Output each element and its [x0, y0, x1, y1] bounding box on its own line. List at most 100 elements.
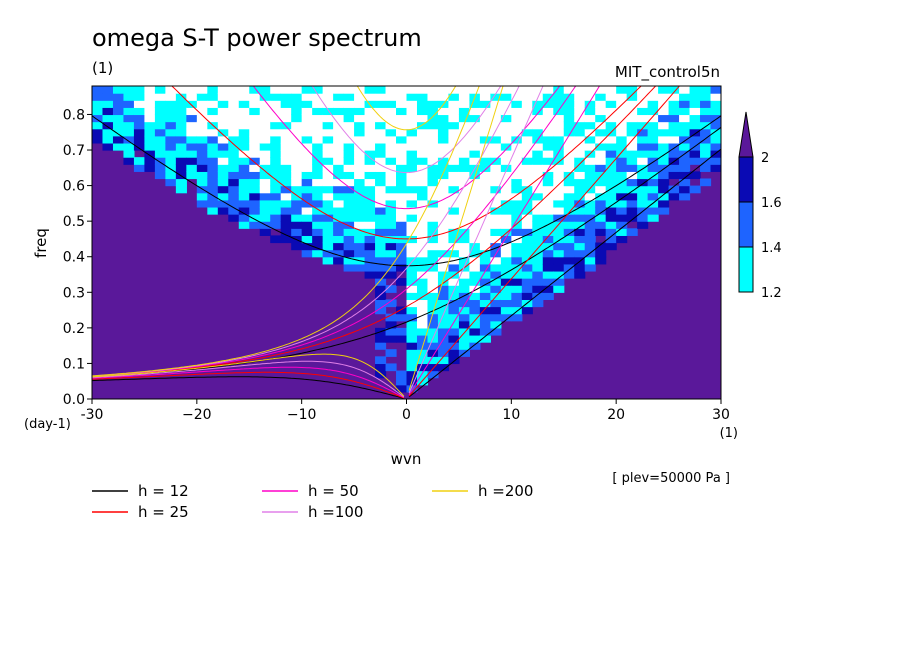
power-cell [259, 135, 271, 144]
power-cell [375, 100, 387, 108]
power-cell [364, 178, 376, 187]
power-cell [637, 214, 649, 222]
power-cell [427, 256, 439, 265]
power-cell [364, 150, 376, 158]
power-cell [532, 86, 544, 94]
power-cell [312, 214, 324, 222]
power-cell [354, 178, 366, 187]
power-cell [553, 171, 565, 180]
power-cell [249, 185, 261, 194]
mrg-curve [92, 86, 577, 377]
power-cell [343, 93, 355, 101]
power-cell [605, 157, 617, 165]
power-cell [626, 150, 638, 158]
power-cell [448, 278, 460, 286]
power-cell [500, 235, 512, 244]
power-cell [448, 292, 460, 301]
power-cell [469, 242, 481, 251]
power-cell [175, 107, 187, 116]
power-cell [322, 256, 334, 265]
power-cell [406, 221, 418, 229]
power-cell [626, 86, 638, 94]
power-cell [490, 306, 502, 315]
power-cell [500, 86, 512, 94]
power-cell [112, 107, 125, 116]
power-cell [647, 178, 659, 187]
power-cell [291, 86, 303, 94]
run-name: MIT_control5n [615, 63, 720, 82]
power-cell [228, 214, 240, 222]
power-cell [259, 178, 271, 187]
power-cell [710, 135, 721, 144]
power-cell [396, 242, 408, 251]
power-cell [416, 285, 429, 293]
power-cell [112, 93, 125, 101]
power-cell [427, 214, 439, 222]
power-cell [584, 86, 596, 94]
power-cell [196, 100, 208, 108]
power-cell [490, 206, 502, 215]
power-cell [343, 214, 355, 222]
power-cell [437, 157, 450, 165]
power-cell [343, 221, 355, 229]
power-cell [479, 114, 491, 123]
power-cell [448, 192, 460, 201]
power-cell [616, 171, 628, 180]
power-cell [343, 256, 355, 265]
power-cell [186, 171, 198, 180]
power-cell [479, 270, 491, 279]
power-cell [605, 228, 617, 236]
power-cell [500, 164, 512, 172]
power-cell [521, 107, 533, 116]
power-cell [249, 214, 261, 222]
power-cell [270, 86, 282, 94]
power-cell [637, 86, 649, 94]
power-cell [92, 114, 104, 123]
power-cell [448, 327, 460, 336]
power-cell [385, 270, 397, 279]
power-cell [563, 214, 575, 222]
power-cell [458, 164, 470, 172]
kelvin-curve [408, 86, 601, 395]
power-cell [406, 370, 418, 379]
power-cell [542, 199, 554, 208]
power-cell [322, 221, 334, 229]
power-cell [500, 199, 512, 208]
power-cell [448, 270, 460, 279]
power-cell [700, 107, 712, 116]
power-cell [291, 185, 303, 194]
power-cell [542, 292, 554, 301]
x-tick-label: 10 [502, 407, 520, 423]
power-cell [123, 150, 135, 158]
power-cell [333, 121, 345, 130]
power-cell [679, 135, 691, 144]
ig-curve [171, 86, 642, 240]
power-cell [574, 221, 586, 229]
power-cell [427, 249, 439, 258]
power-cell [458, 256, 470, 265]
power-cell [280, 199, 292, 208]
power-cell [469, 334, 481, 343]
power-cell [186, 100, 198, 108]
colorbar-label: 1.4 [761, 241, 782, 256]
power-cell [416, 363, 429, 372]
power-cell [354, 221, 366, 229]
power-cell [270, 107, 282, 116]
power-cell [133, 121, 146, 130]
power-cell [616, 185, 628, 194]
power-cell [396, 278, 408, 286]
power-cell [616, 221, 628, 229]
power-cell [406, 93, 418, 101]
power-cell [144, 142, 156, 151]
power-cell [133, 128, 146, 137]
power-cell [469, 306, 481, 315]
kelvin-curve [408, 86, 544, 394]
colorbar-extension [738, 111, 754, 158]
power-cell [448, 107, 460, 116]
power-cell [416, 93, 429, 101]
power-cell [448, 185, 460, 194]
power-cell [542, 135, 554, 144]
power-cell [532, 285, 544, 293]
power-cell [175, 100, 187, 108]
power-cell [354, 100, 366, 108]
